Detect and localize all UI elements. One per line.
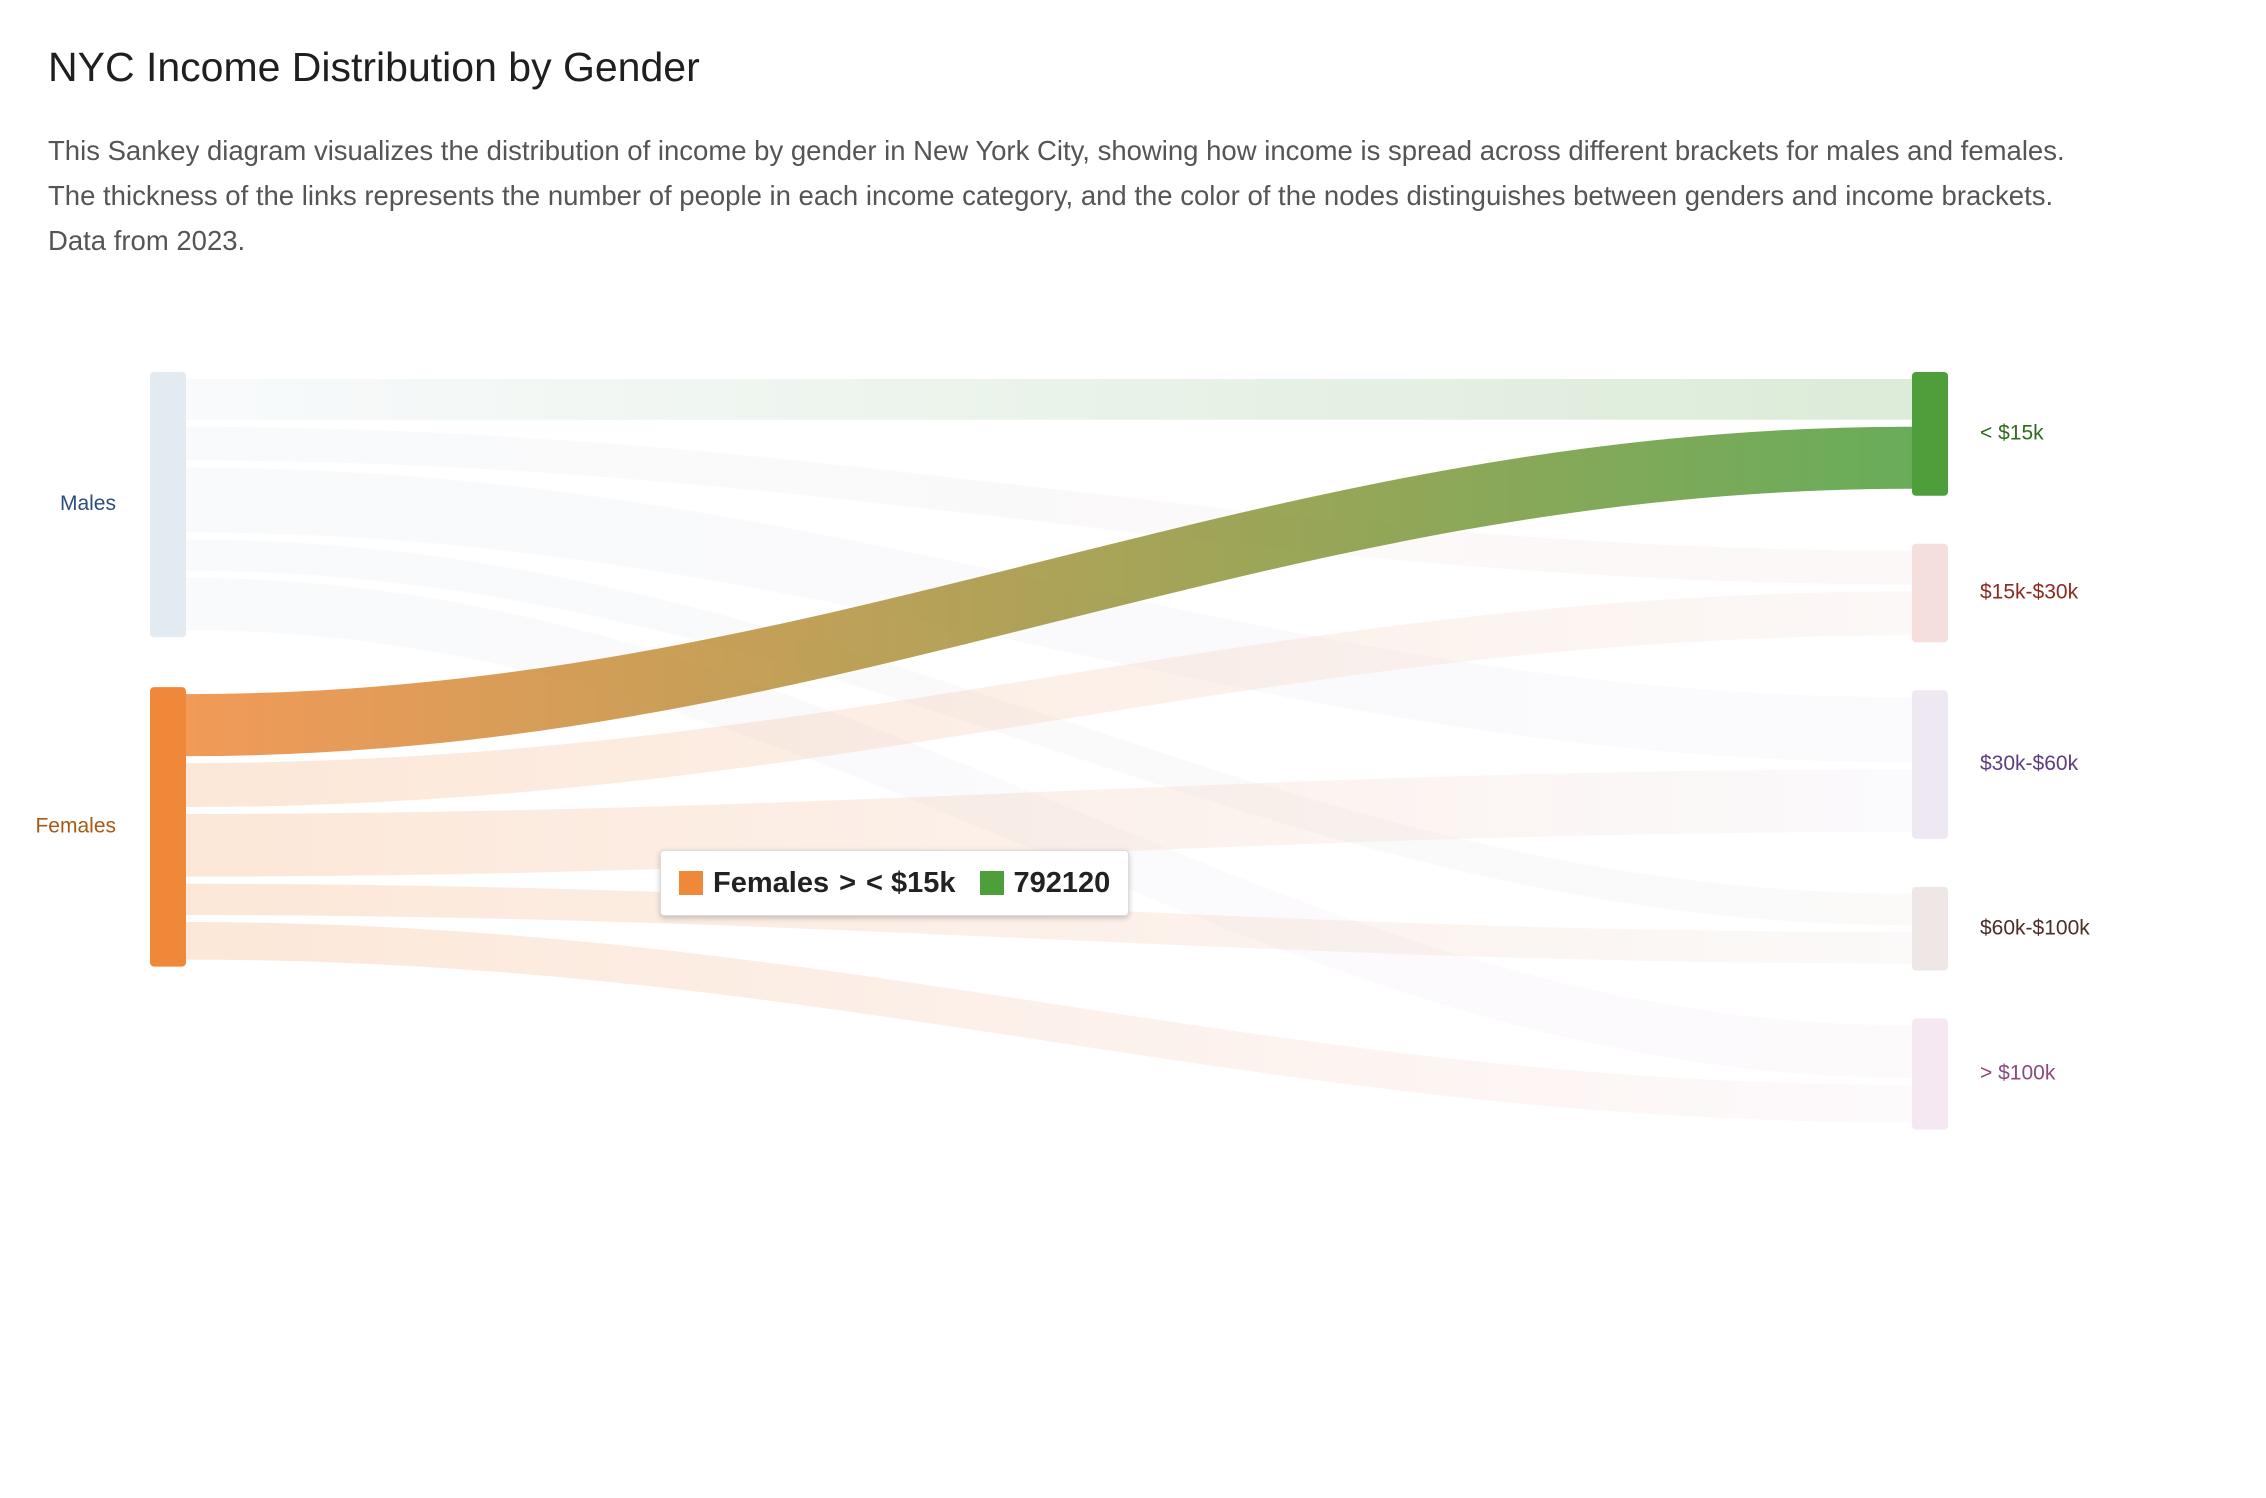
description-line: The thickness of the links represents th… [48, 180, 2054, 211]
link-females-to-15_30[interactable] [185, 591, 1913, 808]
nodes-layer [150, 372, 1948, 1130]
tooltip-source-swatch [679, 871, 703, 895]
page-description: This Sankey diagram visualizes the distr… [48, 128, 2238, 263]
page-title: NYC Income Distribution by Gender [48, 44, 700, 90]
link-males-to-60_100[interactable] [185, 539, 1913, 926]
labels-layer: Males Females < $15k $15k-$30k $30k-$60k $60k… [35, 421, 2090, 1084]
node-label-lt15: < $15k [1980, 421, 2044, 444]
tooltip-source-label: Females [713, 866, 830, 899]
node-label-30_60: $30k-$60k [1980, 752, 2079, 775]
tooltip-separator: > [839, 866, 857, 899]
node-15_30[interactable] [1912, 543, 1948, 643]
node-gt100[interactable] [1912, 1018, 1948, 1130]
description-line: This Sankey diagram visualizes the distr… [48, 135, 2065, 166]
link-males-to-15_30[interactable] [185, 426, 1913, 585]
node-label-males: Males [60, 492, 116, 515]
link-tooltip: Females > < $15k 792120 [660, 850, 1130, 916]
description-line: Data from 2023. [48, 225, 246, 256]
node-label-females: Females [35, 814, 116, 837]
link-females-to-gt100[interactable] [185, 921, 1913, 1123]
tooltip-value: 792120 [1013, 866, 1111, 899]
link-females-to-30_60[interactable] [185, 769, 1913, 877]
node-label-gt100: > $100k [1980, 1062, 2056, 1085]
node-label-60_100: $60k-$100k [1980, 916, 2090, 939]
link-females-to-lt15[interactable] [185, 426, 1913, 757]
node-males[interactable] [150, 372, 186, 638]
tooltip-target-label: < $15k [866, 866, 956, 899]
node-females[interactable] [150, 687, 186, 967]
node-lt15[interactable] [1912, 372, 1948, 496]
node-label-15_30: $15k-$30k [1980, 581, 2079, 604]
node-60_100[interactable] [1912, 886, 1948, 971]
node-30_60[interactable] [1912, 690, 1948, 839]
links-layer [185, 378, 1913, 1123]
link-females-to-60_100[interactable] [185, 883, 1913, 964]
tooltip-target-swatch [979, 871, 1004, 895]
